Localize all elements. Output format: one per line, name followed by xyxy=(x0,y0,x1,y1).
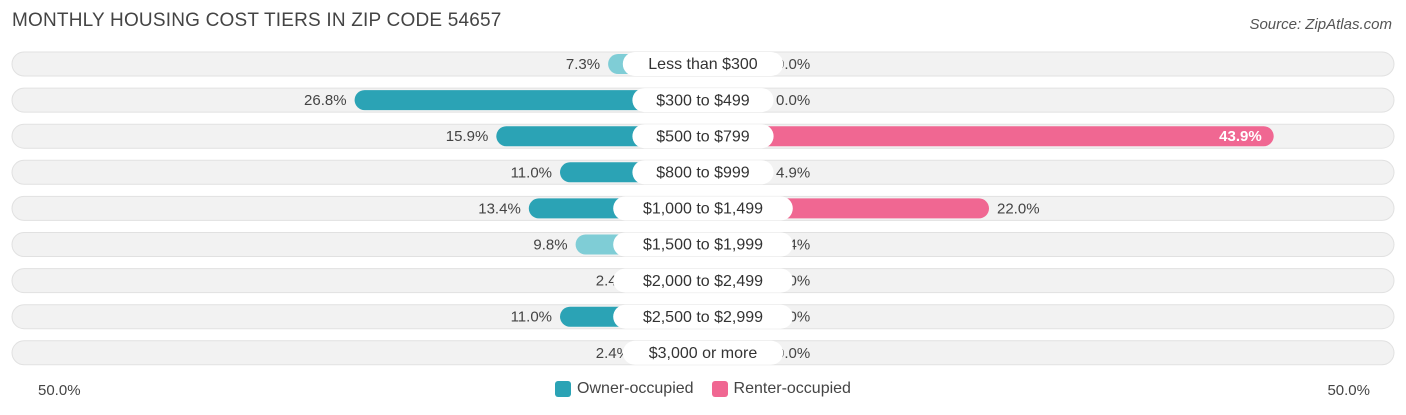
renter-value-label: 43.9% xyxy=(1219,128,1262,145)
axis-left-label: 50.0% xyxy=(38,382,81,399)
owner-value-label: 13.4% xyxy=(478,200,521,217)
owner-value-label: 9.8% xyxy=(533,236,567,253)
category-pill xyxy=(613,232,793,257)
category-pill xyxy=(632,160,774,185)
renter-bar xyxy=(703,126,1274,147)
renter-value-label: 4.9% xyxy=(776,164,810,181)
category-label: $1,500 to $1,999 xyxy=(643,237,763,254)
category-label: $2,000 to $2,499 xyxy=(643,273,763,290)
owner-bar xyxy=(354,90,703,111)
owner-value-label: 11.0% xyxy=(511,164,552,181)
legend-renter-swatch xyxy=(711,381,728,397)
legend-renter-label: Renter-occupied xyxy=(733,380,851,397)
owner-value-label: 15.9% xyxy=(446,128,489,145)
category-pill xyxy=(622,340,784,365)
category-pill xyxy=(613,304,793,329)
owner-value-label: 11.0% xyxy=(511,309,552,326)
legend-owner-swatch xyxy=(555,381,572,397)
legend-owner-label: Owner-occupied xyxy=(577,380,694,397)
category-label: $800 to $999 xyxy=(656,165,750,182)
axis-right-label: 50.0% xyxy=(1327,382,1370,399)
category-label: $2,500 to $2,999 xyxy=(643,309,763,326)
legend-owner[interactable]: Owner-occupied xyxy=(555,380,694,398)
owner-value-label: 2.4% xyxy=(596,345,630,362)
category-pill xyxy=(632,124,774,149)
renter-value-label: 0.0% xyxy=(776,345,810,362)
category-label: Less than $300 xyxy=(648,56,758,73)
legend-renter[interactable]: Renter-occupied xyxy=(711,380,851,398)
category-pill xyxy=(613,196,793,221)
chart-canvas: 7.3% 0.0% Less than $300 26.8% 0.0% $300 to $… xyxy=(11,51,1395,366)
category-label: $500 to $799 xyxy=(656,128,750,145)
owner-value-label: 26.8% xyxy=(304,92,347,109)
category-pill xyxy=(622,52,784,76)
chart-title: MONTHLY HOUSING COST TIERS IN ZIP CODE 5… xyxy=(12,10,502,31)
renter-value-label: 22.0% xyxy=(997,200,1040,217)
source-note: Source: ZipAtlas.com xyxy=(1249,16,1392,33)
renter-value-label: 0.0% xyxy=(776,92,810,109)
category-pill xyxy=(632,88,774,113)
renter-value-label: 0.0% xyxy=(776,56,810,73)
category-label: $3,000 or more xyxy=(649,345,758,362)
legend: Owner-occupied Renter-occupied xyxy=(0,380,1406,398)
category-label: $300 to $499 xyxy=(656,92,750,109)
owner-value-label: 7.3% xyxy=(566,56,600,73)
category-pill xyxy=(613,268,793,293)
category-label: $1,000 to $1,499 xyxy=(643,201,763,218)
